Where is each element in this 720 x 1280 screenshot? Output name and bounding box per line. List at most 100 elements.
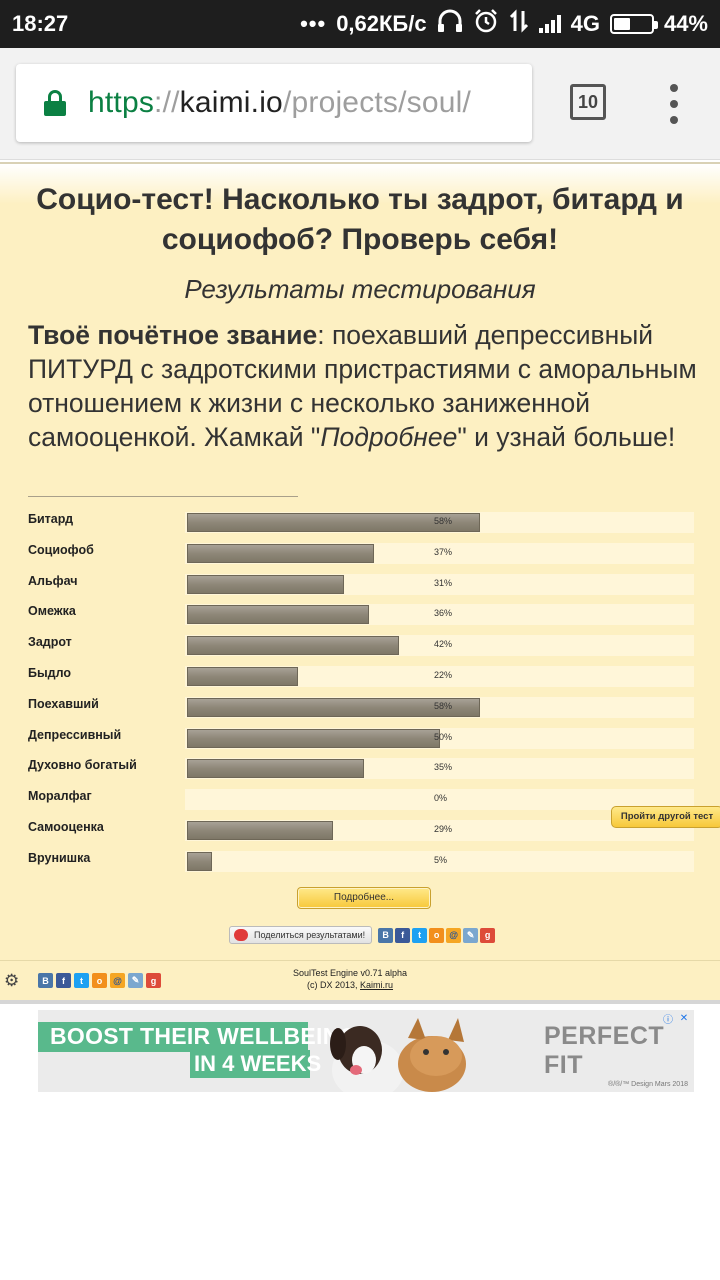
share-icon <box>234 929 248 941</box>
page-footer: ⚙ В f t o @ ✎ g SoulTest Engine v0.71 al… <box>0 960 720 1002</box>
result-percent: 31% <box>434 577 453 588</box>
engine-credits: SoulTest Engine v0.71 alpha (c) DX 2013,… <box>250 967 450 991</box>
result-track: 50% <box>185 727 694 749</box>
result-track: 5% <box>185 850 694 872</box>
result-row: Врунишка 5% <box>28 847 694 878</box>
odnoklassniki-icon[interactable]: o <box>429 927 445 943</box>
result-row: Духовно богатый 35% <box>28 754 694 785</box>
kaimi-link[interactable]: Kaimi.ru <box>360 980 394 990</box>
more-notifications-icon: ••• <box>300 11 327 36</box>
other-test-button[interactable]: Пройти другой тест <box>611 806 720 828</box>
footer-social-icons: В f t o @ ✎ g <box>38 973 161 988</box>
result-percent: 50% <box>434 731 453 742</box>
result-bar <box>187 728 440 748</box>
close-icon[interactable]: ✕ <box>679 1012 689 1024</box>
menu-icon[interactable] <box>668 84 680 124</box>
livejournal-icon[interactable]: ✎ <box>128 973 143 988</box>
network-speed: 0,62КБ/с <box>336 11 427 36</box>
result-row: Задрот 42% <box>28 631 694 662</box>
battery-percent: 44% <box>663 11 708 36</box>
verdict-tail: " и узнай больше! <box>457 422 676 452</box>
mailru-icon[interactable]: @ <box>446 927 462 943</box>
ad-strip <box>38 1022 308 1052</box>
facebook-icon[interactable]: f <box>395 927 411 943</box>
result-percent: 29% <box>434 823 453 834</box>
verdict-label: Твоё почётное звание <box>28 320 318 350</box>
verdict-body: : поехавший депрессивный ПИТУРД с задрот… <box>28 320 697 452</box>
result-track: 37% <box>185 542 694 564</box>
address-bar[interactable]: https://kaimi.io/projects/soul/ <box>16 64 532 142</box>
twitter-icon[interactable]: t <box>412 927 428 943</box>
result-track: 0% <box>185 789 694 811</box>
result-track: 31% <box>185 573 694 595</box>
googleplus-icon[interactable]: g <box>480 927 496 943</box>
vk-icon[interactable]: В <box>378 927 394 943</box>
headphones-icon <box>437 9 463 39</box>
lock-icon <box>44 90 66 116</box>
ad-controls: ⓘ ✕ <box>662 1012 690 1026</box>
result-row: Быдло 22% <box>28 662 694 693</box>
result-label: Быдло <box>28 665 72 680</box>
result-label: Депрессивный <box>28 727 122 742</box>
result-label: Социофоб <box>28 542 94 557</box>
vk-icon[interactable]: В <box>38 973 53 988</box>
result-bar <box>187 543 374 563</box>
result-bar <box>187 636 399 656</box>
divider <box>28 496 298 497</box>
gear-icon[interactable]: ⚙ <box>4 971 20 990</box>
result-row: Самооценка 29% <box>28 816 694 847</box>
result-row: Поехавший 58% <box>28 693 694 724</box>
result-row: Депрессивный 50% <box>28 724 694 755</box>
result-track: 58% <box>185 512 694 533</box>
dog-and-cat-image <box>330 1018 466 1092</box>
result-percent: 37% <box>434 546 453 557</box>
result-label: Альфач <box>28 573 78 588</box>
result-track: 42% <box>185 635 694 657</box>
result-bar <box>187 851 212 871</box>
results-chart: Битард 58% Социофоб 37% Альфач 31% Омежка 36% За… <box>28 508 694 878</box>
ad-subheadline: IN 4 WEEKS <box>194 1051 322 1076</box>
browser-toolbar: https://kaimi.io/projects/soul/ 10 <box>0 48 720 160</box>
tab-switcher-button[interactable]: 10 <box>570 84 606 120</box>
result-percent: 35% <box>434 762 453 773</box>
url-text[interactable]: https://kaimi.io/projects/soul/ <box>88 86 471 120</box>
result-bar <box>187 820 333 840</box>
result-track: 35% <box>185 758 694 780</box>
ad-info-icon[interactable]: ⓘ <box>663 1014 673 1026</box>
status-bar: 18:27 ••• 0,62КБ/с 4G 44% <box>0 0 720 48</box>
result-label: Задрот <box>28 635 72 650</box>
result-percent: 22% <box>434 669 453 680</box>
googleplus-icon[interactable]: g <box>146 973 161 988</box>
battery-fill <box>613 18 630 30</box>
ad-banner[interactable]: BOOST THEIR WELLBEING IN 4 WEEKS PERFECT… <box>38 1010 694 1092</box>
share-label: Поделиться результатами! <box>254 930 366 940</box>
more-button[interactable]: Подробнее... <box>297 887 431 909</box>
url-path: /projects/soul/ <box>282 86 472 119</box>
share-results-button[interactable]: Поделиться результатами! <box>229 926 373 944</box>
result-row: Альфач 31% <box>28 570 694 601</box>
result-row: Битард 58% <box>28 508 694 539</box>
verdict-more-word: Подробнее <box>320 422 458 452</box>
result-row: Моралфаг 0% <box>28 785 694 816</box>
result-bar <box>187 666 298 686</box>
mailru-icon[interactable]: @ <box>110 973 125 988</box>
twitter-icon[interactable]: t <box>74 973 89 988</box>
results-subtitle: Результаты тестирования <box>184 274 536 304</box>
result-label: Омежка <box>28 604 76 619</box>
signal-icon <box>538 15 561 33</box>
ad-fine-print: ®/®/™ Design Mars 2018 <box>608 1081 688 1088</box>
result-label: Битард <box>28 512 74 526</box>
result-label: Моралфаг <box>28 789 92 804</box>
battery-icon <box>609 14 658 34</box>
odnoklassniki-icon[interactable]: o <box>92 973 107 988</box>
result-track: 36% <box>185 604 694 626</box>
url-separator: :// <box>154 86 180 119</box>
data-transfer-icon <box>509 9 529 39</box>
facebook-icon[interactable]: f <box>56 973 71 988</box>
copyright-text: (c) DX 2013, <box>306 980 360 990</box>
livejournal-icon[interactable]: ✎ <box>463 927 479 943</box>
result-percent: 58% <box>434 516 453 526</box>
result-percent: 58% <box>434 700 453 711</box>
result-label: Самооценка <box>28 819 104 834</box>
result-label: Врунишка <box>28 850 91 865</box>
